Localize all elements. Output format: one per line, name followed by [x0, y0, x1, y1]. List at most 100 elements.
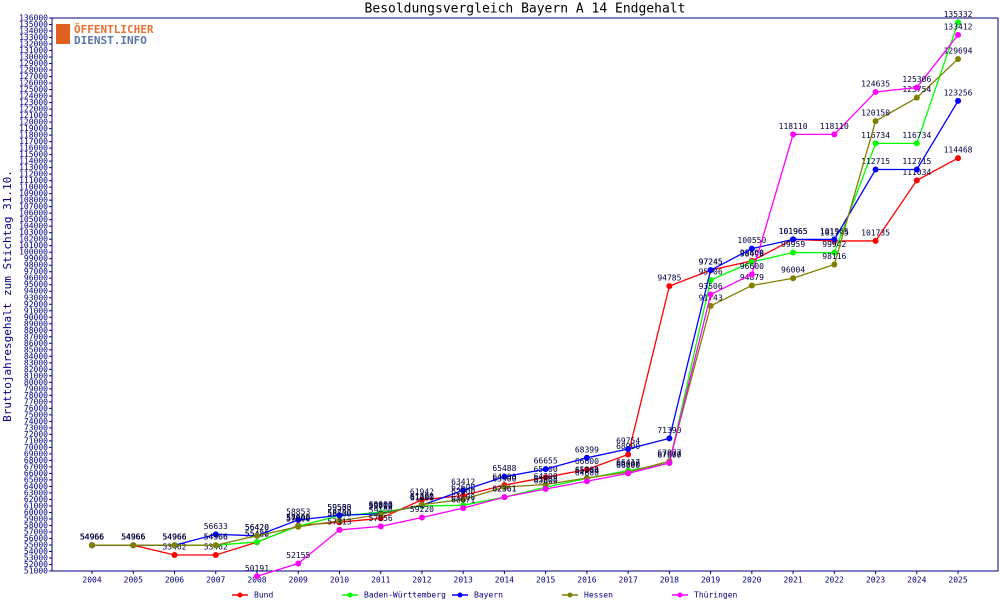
data-point: [295, 560, 302, 567]
y-tick-label: 73000: [24, 423, 48, 432]
data-label: 68399: [575, 445, 599, 454]
x-tick-label: 2019: [701, 576, 720, 585]
data-point: [913, 177, 920, 184]
data-point: [872, 166, 879, 173]
y-tick-label: 116000: [19, 144, 48, 153]
y-tick-label: 57000: [24, 527, 48, 536]
y-tick-label: 76000: [24, 404, 48, 413]
y-tick-label: 131000: [19, 46, 48, 55]
data-point: [625, 451, 632, 458]
data-label: 98116: [822, 252, 846, 261]
data-label: 135332: [944, 10, 973, 19]
y-tick-label: 75000: [24, 410, 48, 419]
data-point: [790, 131, 797, 138]
data-point: [790, 236, 797, 243]
data-label: 58700: [327, 508, 351, 517]
y-tick-label: 67000: [24, 462, 48, 471]
legend-marker: [677, 592, 683, 598]
data-label: 61000: [410, 493, 434, 502]
y-tick-label: 119000: [19, 124, 48, 133]
data-point: [583, 466, 590, 473]
data-label: 118110: [820, 122, 849, 131]
x-tick-label: 2012: [412, 576, 431, 585]
data-point: [336, 512, 343, 519]
data-point: [542, 486, 549, 493]
y-tick-label: 68000: [24, 456, 48, 465]
y-tick-label: 112000: [19, 170, 48, 179]
x-tick-label: 2016: [577, 576, 596, 585]
data-point: [377, 511, 384, 518]
data-label: 63868: [534, 475, 558, 484]
data-point: [212, 542, 219, 549]
x-tick-label: 2015: [536, 576, 555, 585]
data-point: [460, 487, 467, 494]
y-tick-label: 100000: [19, 248, 48, 257]
data-label: 101965: [779, 227, 808, 236]
data-label: 65244: [575, 466, 599, 475]
y-tick-label: 96000: [24, 274, 48, 283]
data-label: 62361: [492, 485, 516, 494]
data-label: 58853: [286, 507, 310, 516]
data-point: [501, 484, 508, 491]
data-label: 54966: [204, 533, 228, 542]
data-point: [913, 140, 920, 147]
y-tick-label: 111000: [19, 176, 48, 185]
data-label: 56420: [245, 523, 269, 532]
y-tick-label: 83000: [24, 358, 48, 367]
data-label: 67577: [657, 451, 681, 460]
y-tick-label: 86000: [24, 339, 48, 348]
y-tick-label: 114000: [19, 157, 48, 166]
data-point: [748, 271, 755, 278]
data-label: 60000: [369, 500, 393, 509]
y-tick-label: 97000: [24, 267, 48, 276]
series-line: [92, 22, 959, 546]
data-label: 56633: [204, 522, 228, 531]
data-label: 116734: [861, 131, 890, 140]
y-tick-label: 60000: [24, 508, 48, 517]
x-tick-label: 2014: [495, 576, 514, 585]
x-tick-label: 2004: [82, 576, 101, 585]
data-label: 112715: [861, 157, 890, 166]
y-tick-label: 90000: [24, 313, 48, 322]
data-label: 66200: [616, 460, 640, 469]
x-tick-label: 2011: [371, 576, 390, 585]
y-tick-label: 132000: [19, 40, 48, 49]
y-tick-label: 77000: [24, 397, 48, 406]
y-tick-label: 109000: [19, 189, 48, 198]
data-point: [460, 505, 467, 512]
data-point: [955, 31, 962, 38]
y-tick-label: 53000: [24, 553, 48, 562]
data-label: 54966: [121, 533, 145, 542]
data-point: [501, 473, 508, 480]
data-label: 62000: [451, 487, 475, 496]
y-tick-label: 74000: [24, 417, 48, 426]
data-point: [336, 526, 343, 533]
y-tick-label: 59000: [24, 514, 48, 523]
x-tick-label: 2010: [330, 576, 349, 585]
data-label: 91743: [699, 293, 723, 302]
data-label: 96004: [781, 266, 805, 275]
legend-label: Hessen: [584, 591, 613, 600]
data-point: [872, 88, 879, 95]
data-point: [253, 532, 260, 539]
y-tick-label: 65000: [24, 475, 48, 484]
data-point: [666, 283, 673, 290]
data-label: 98660: [740, 248, 764, 257]
y-tick-label: 103000: [19, 228, 48, 237]
y-tick-label: 71000: [24, 436, 48, 445]
y-tick-label: 106000: [19, 209, 48, 218]
data-label: 54966: [80, 533, 104, 542]
data-label: 54966: [162, 533, 186, 542]
y-tick-label: 133000: [19, 33, 48, 42]
data-label: 69754: [616, 436, 640, 445]
data-label: 118110: [779, 122, 808, 131]
data-label: 54966: [80, 533, 104, 542]
y-tick-label: 129000: [19, 59, 48, 68]
y-tick-label: 82000: [24, 365, 48, 374]
data-point: [130, 542, 137, 549]
y-tick-label: 124000: [19, 92, 48, 101]
data-label: 66655: [534, 457, 558, 466]
data-point: [171, 551, 178, 558]
data-point: [542, 474, 549, 481]
